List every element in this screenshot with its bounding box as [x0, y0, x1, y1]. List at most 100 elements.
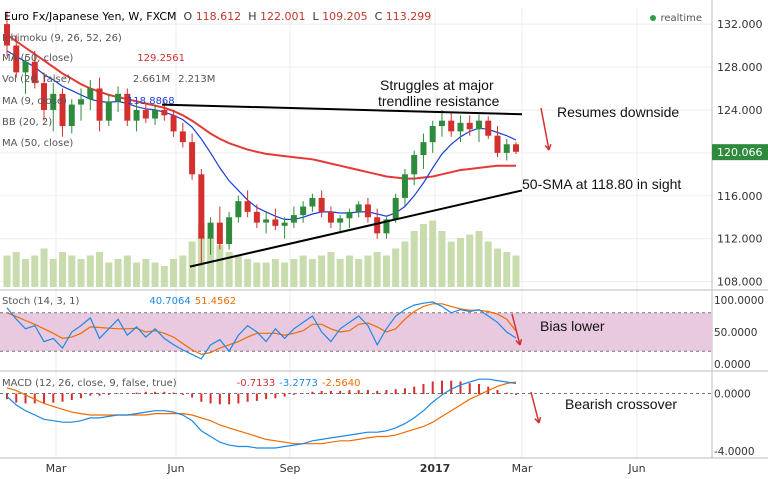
macd-hist-bar [450, 380, 453, 394]
macd-hist-bar [107, 393, 110, 395]
candle-body [253, 211, 260, 223]
macd-line [6, 378, 517, 449]
volume-bar [336, 259, 344, 287]
macd-hist-bar [505, 392, 508, 394]
price-tick-label: 108.000 [717, 276, 763, 289]
time-tick-label: 2017 [420, 462, 451, 475]
indicator-ichimoku[interactable]: Ichimoku (9, 26, 52, 26) [2, 33, 122, 44]
volume-bar [179, 255, 187, 287]
candle-body [216, 222, 223, 245]
candle-body [96, 88, 103, 121]
c-label: C [374, 10, 383, 23]
candle-body [485, 120, 492, 136]
candle-body [124, 93, 131, 121]
time-axis: Mar Jun Sep 2017 Mar Jun [46, 462, 646, 475]
candle-body [142, 109, 149, 119]
macd-hist-bar [163, 391, 166, 394]
volume-bar [345, 255, 353, 287]
candle-body [189, 142, 196, 175]
volume-bar [318, 255, 326, 287]
candle-body [161, 109, 168, 116]
volume-bar [364, 255, 372, 287]
stoch-label[interactable]: Stoch (14, 3, 1) 40.7064 51.4562 [2, 296, 237, 307]
macd-hist-bar [246, 393, 249, 402]
candle-body [68, 104, 75, 127]
macd-hist-bar [228, 393, 231, 405]
volume-bar [493, 248, 501, 287]
macd-hist-bar [422, 384, 425, 394]
arrow-resumes [540, 107, 550, 151]
macd-hist-bar [366, 390, 369, 394]
annotation-struggles: Struggles at major [380, 77, 494, 93]
volume-bar [188, 241, 196, 287]
candle-body [494, 135, 501, 153]
candle-body [300, 206, 307, 216]
macd-hist-bar [218, 393, 221, 405]
volume-bar [59, 252, 67, 287]
volume-bar [68, 255, 76, 287]
candle-body [235, 201, 242, 218]
macd-hist-bar [394, 389, 397, 394]
annotation-sma: 50-SMA at 118.80 in sight [522, 176, 682, 192]
candle-body [411, 155, 418, 175]
indicator-ma50b[interactable]: MA (50, close) [2, 138, 74, 149]
candle-body [281, 222, 288, 226]
macd-label[interactable]: MACD (12, 26, close, 9, false, true) -0.7… [2, 378, 361, 389]
trendlines [161, 103, 552, 424]
arrow-resumes-head [544, 144, 552, 151]
macd-hist-bar [126, 393, 129, 394]
macd-hist-bar [459, 381, 462, 394]
macd-tick-label: -4.0000 [714, 446, 755, 458]
indicator-ma9[interactable]: MA (9, close) 118.8868 [2, 96, 175, 107]
volume-bar [96, 252, 104, 287]
volume-bar [327, 252, 335, 287]
volume-bar [253, 262, 261, 287]
volume-bar [114, 259, 122, 287]
macd-hist-bar [98, 393, 101, 396]
annotation-bearish: Bearish crossover [565, 396, 678, 412]
symbol-title: Euro Fx/Japanese Yen, W, FXCM [4, 10, 177, 23]
volume-bars [3, 220, 520, 287]
macd-hist-bar [515, 393, 517, 395]
volume-bar [3, 255, 11, 287]
macd-hist-bar [311, 391, 314, 394]
price-tick-label: 116.000 [717, 190, 763, 203]
macd-hist-bar [329, 390, 332, 394]
volume-bar [447, 241, 455, 287]
indicator-ma50[interactable]: MA (50, close) 129.2561 [2, 53, 186, 64]
candle-body [438, 120, 445, 127]
candle-body [4, 24, 10, 46]
macd-hist-bar [357, 390, 360, 394]
candle-body [457, 122, 464, 132]
candle-body [337, 218, 344, 223]
macd-hist-bar [70, 393, 73, 401]
macd-hist-bar [283, 393, 286, 397]
annotation-bias: Bias lower [540, 318, 605, 334]
volume-bar [373, 252, 381, 287]
l-label: L [312, 10, 319, 23]
last-price-label: 120.066 [717, 146, 763, 159]
macd-hist-bar [496, 390, 499, 394]
volume-bar [216, 245, 224, 287]
candle-body [263, 219, 270, 223]
macd-hist-bar [43, 393, 46, 404]
volume-bar [401, 241, 409, 287]
volume-bar [456, 238, 464, 287]
candles [4, 11, 519, 266]
indicator-bb[interactable]: BB (20, 2) [2, 117, 53, 128]
macd-hist-bar [24, 393, 27, 404]
indicator-volume[interactable]: Vol (20, false) 2.661M 2.213M [2, 74, 216, 85]
macd-hist-bar [468, 383, 471, 394]
volume-bar [225, 252, 233, 287]
stoch-band [0, 312, 712, 394]
macd-hist-bar [6, 393, 8, 400]
macd-hist-bar [144, 391, 147, 394]
c-value: 113.299 [385, 10, 432, 23]
candle-body [198, 174, 205, 239]
arrow-bearish [530, 391, 540, 424]
candle-body [429, 126, 436, 143]
macd-hist-bar [61, 393, 64, 402]
macd-hist-bar [265, 393, 268, 400]
price-tick-label: 112.000 [717, 233, 763, 246]
